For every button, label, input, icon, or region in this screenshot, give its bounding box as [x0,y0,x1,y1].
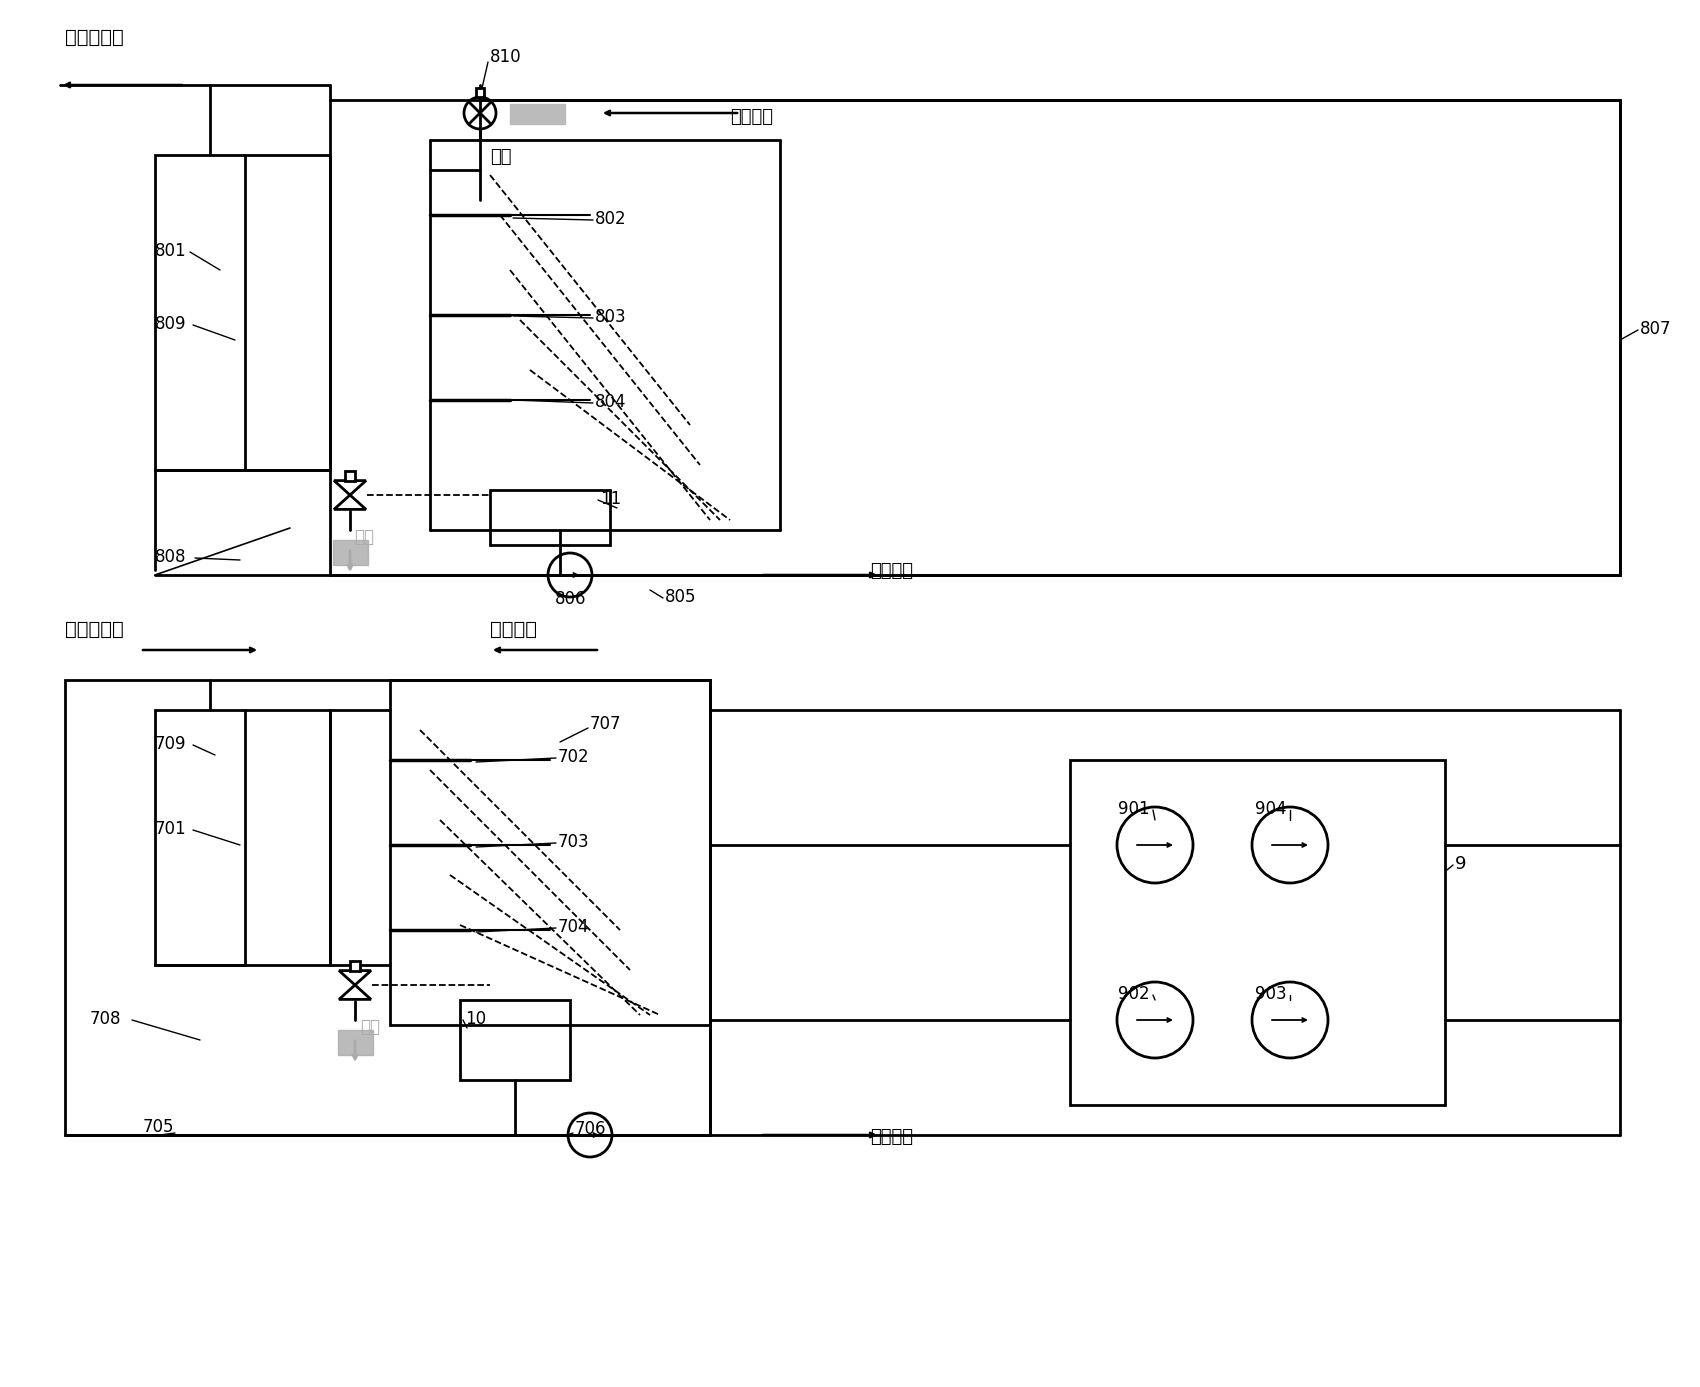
Text: 904: 904 [1255,800,1287,818]
Text: 806: 806 [554,589,586,608]
Bar [510,104,564,123]
Bar [330,100,1620,576]
Bar [1069,760,1445,1105]
Text: 902: 902 [1119,985,1149,1003]
Text: 排水: 排水 [360,1018,381,1036]
Text: 10: 10 [466,1010,486,1028]
Text: 加湿器排水: 加湿器排水 [65,620,124,639]
Text: 加湿器进水: 加湿器进水 [65,28,124,47]
Text: 810: 810 [490,49,522,67]
Bar [389,680,711,1025]
Text: 809: 809 [155,315,187,333]
Text: 807: 807 [1640,320,1671,338]
Text: 低温进水: 低温进水 [870,562,913,580]
Text: 中温回水: 中温回水 [729,108,774,126]
Text: 702: 702 [558,748,590,766]
Bar [65,680,711,1135]
Bar [338,1031,372,1056]
Text: 801: 801 [155,241,187,259]
Bar [350,961,360,971]
Bar [461,1000,570,1080]
Text: 803: 803 [595,308,627,326]
Text: 703: 703 [558,834,590,852]
Bar [155,710,330,965]
Text: 排水: 排水 [354,528,374,546]
Text: 701: 701 [155,820,187,838]
Bar [476,89,484,97]
Text: 903: 903 [1255,985,1287,1003]
Text: 804: 804 [595,393,627,411]
Text: 9: 9 [1455,854,1467,872]
Text: 708: 708 [90,1010,121,1028]
Text: 704: 704 [558,918,590,936]
Text: 11: 11 [600,490,620,508]
Text: 705: 705 [143,1118,175,1136]
Bar [345,472,355,481]
Text: 805: 805 [665,588,697,606]
Text: 高温进水: 高温进水 [870,1128,913,1146]
Bar [490,490,610,545]
Text: 进水: 进水 [490,148,512,166]
Text: 中温回水: 中温回水 [490,620,537,639]
Text: 707: 707 [590,716,622,732]
Text: 901: 901 [1119,800,1149,818]
Bar [155,155,330,470]
Text: 706: 706 [575,1119,607,1137]
Bar [333,540,367,565]
Text: 802: 802 [595,209,627,227]
Text: 709: 709 [155,735,187,753]
Text: 808: 808 [155,548,187,566]
